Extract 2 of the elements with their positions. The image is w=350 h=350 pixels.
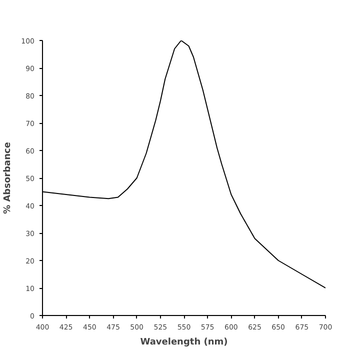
y-axis-title: % Absorbance [3,142,14,214]
x-axis-title: Wavelength (nm) [140,338,228,348]
